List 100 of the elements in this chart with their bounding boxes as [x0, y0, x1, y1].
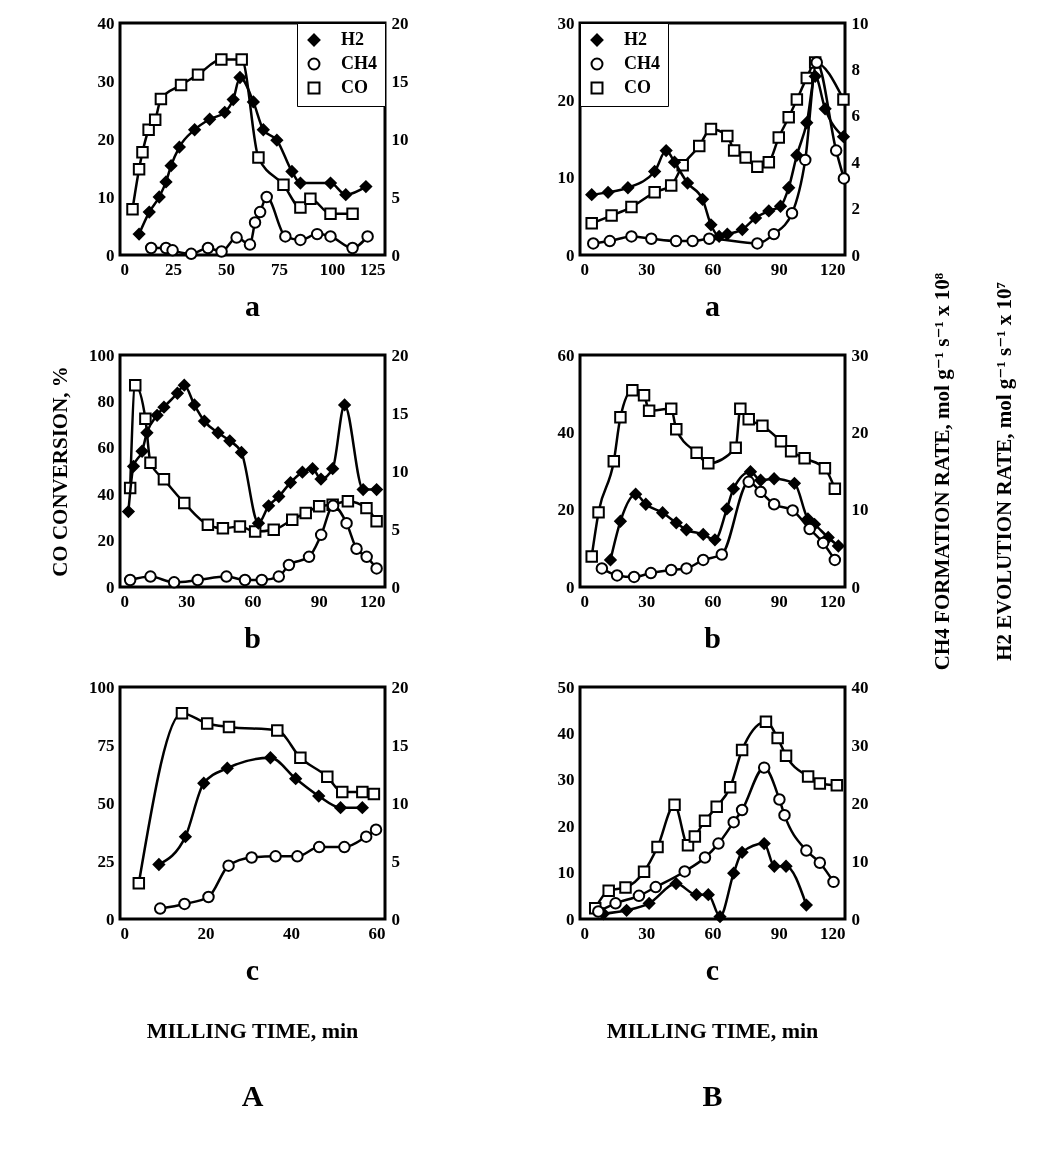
- y-tick-label: 25: [97, 851, 115, 871]
- y2-tick-label: 0: [851, 909, 860, 929]
- x-tick-label: 40: [282, 923, 300, 943]
- y-tick-label: 10: [557, 168, 575, 188]
- y-tick-label: 20: [97, 531, 115, 551]
- y2-tick-label: 4: [851, 152, 861, 172]
- x-tick-label: 0: [580, 923, 589, 943]
- y-tick-label: 0: [566, 245, 575, 265]
- y2-tick-label: 5: [391, 187, 400, 207]
- y-tick-label: 60: [97, 438, 115, 458]
- y2-tick-label: 20: [391, 677, 409, 697]
- y2-tick-label: 10: [391, 793, 409, 813]
- y2-tick-label: 10: [851, 500, 869, 520]
- y-tick-label: 10: [557, 863, 575, 883]
- x-tick-label: 20: [197, 923, 215, 943]
- y2-tick-label: 5: [391, 519, 400, 539]
- text: a: [705, 289, 720, 322]
- x-tick-label: 0: [120, 259, 129, 279]
- y2-tick-label: 15: [391, 71, 409, 91]
- x-tick-label: 90: [770, 923, 788, 943]
- y2-tick-label: 15: [391, 735, 409, 755]
- y-tick-label: 10: [97, 187, 115, 207]
- y2-tick-label: 30: [851, 345, 869, 365]
- y2-tick-label: 8: [851, 59, 860, 79]
- text: b: [704, 621, 721, 654]
- x-tick-label: 125: [360, 259, 386, 279]
- y-tick-label: 20: [557, 816, 575, 836]
- x-tick-label: 30: [638, 259, 656, 279]
- y-tick-label: 0: [566, 909, 575, 929]
- y-tick-label: 0: [566, 577, 575, 597]
- y2-tick-label: 10: [851, 851, 869, 871]
- legend-label: CH4: [624, 53, 660, 73]
- x-tick-label: 60: [368, 923, 386, 943]
- y-tick-label: 20: [557, 500, 575, 520]
- y2-tick-label: 0: [391, 909, 400, 929]
- y2-tick-label: 10: [851, 13, 869, 33]
- y-tick-label: 100: [89, 345, 115, 365]
- y-tick-label: 40: [97, 13, 115, 33]
- y-tick-label: 40: [557, 422, 575, 442]
- x-tick-label: 0: [120, 923, 129, 943]
- x-tick-label: 0: [580, 259, 589, 279]
- x-tick-label: 30: [638, 923, 656, 943]
- text: c: [705, 953, 720, 986]
- y-tick-label: 60: [557, 345, 575, 365]
- y-tick-label: 50: [97, 793, 115, 813]
- x-tick-label: 100: [319, 259, 346, 279]
- text: c: [245, 953, 260, 986]
- y2-tick-label: 15: [391, 403, 409, 423]
- y2-tick-label: 0: [851, 577, 860, 597]
- x-tick-label: 0: [580, 591, 589, 611]
- x-tick-label: 0: [120, 591, 129, 611]
- y2-tick-label: 40: [851, 677, 869, 697]
- y-tick-label: 30: [557, 770, 575, 790]
- y-tick-label: 0: [106, 245, 115, 265]
- y2-tick-label: 5: [391, 851, 400, 871]
- y2-tick-label: 20: [851, 422, 869, 442]
- x-axis-title: MILLING TIME, min: [146, 1018, 359, 1043]
- x-tick-label: 120: [820, 259, 846, 279]
- legend-label: CO: [341, 77, 368, 97]
- y2-tick-label: 20: [851, 793, 869, 813]
- y-tick-label: 40: [97, 484, 115, 504]
- y2-tick-label: 10: [391, 461, 409, 481]
- legend-label: H2: [624, 29, 648, 49]
- x-tick-label: 60: [704, 923, 722, 943]
- x-tick-label: 30: [178, 591, 196, 611]
- y-tick-label: 30: [97, 71, 115, 91]
- x-tick-label: 50: [218, 259, 235, 279]
- text: b: [244, 621, 261, 654]
- x-axis-title: MILLING TIME, min: [606, 1018, 819, 1043]
- x-tick-label: 90: [770, 259, 788, 279]
- y-tick-label: 50: [557, 677, 575, 697]
- y2-tick-label: 0: [391, 245, 400, 265]
- y2-tick-label: 6: [851, 106, 860, 126]
- y-tick-label: 80: [97, 391, 115, 411]
- text: A: [241, 1079, 264, 1112]
- y-tick-label: 0: [106, 577, 115, 597]
- legend-label: CH4: [341, 53, 377, 73]
- y2-tick-label: 2: [851, 199, 860, 219]
- x-tick-label: 90: [770, 591, 788, 611]
- text: B: [702, 1079, 723, 1112]
- x-tick-label: 60: [704, 259, 722, 279]
- y-tick-label: 0: [106, 909, 115, 929]
- legend-label: CO: [624, 77, 651, 97]
- y2-tick-label: 20: [391, 13, 409, 33]
- x-tick-label: 60: [244, 591, 262, 611]
- x-tick-label: 60: [704, 591, 722, 611]
- y-tick-label: 20: [557, 90, 575, 110]
- x-tick-label: 30: [638, 591, 656, 611]
- text: a: [245, 289, 260, 322]
- x-tick-label: 120: [360, 591, 386, 611]
- y2-tick-label: 0: [851, 245, 860, 265]
- y-axis-title: CO CONVERSION, %: [48, 366, 72, 577]
- x-tick-label: 75: [271, 259, 288, 279]
- y2-tick-label: 30: [851, 735, 869, 755]
- x-tick-label: 25: [165, 259, 182, 279]
- x-tick-label: 120: [820, 591, 846, 611]
- y-tick-label: 30: [557, 13, 575, 33]
- y2-tick-label: 20: [391, 345, 409, 365]
- y-tick-label: 20: [97, 129, 115, 149]
- y2-tick-label: 0: [391, 577, 400, 597]
